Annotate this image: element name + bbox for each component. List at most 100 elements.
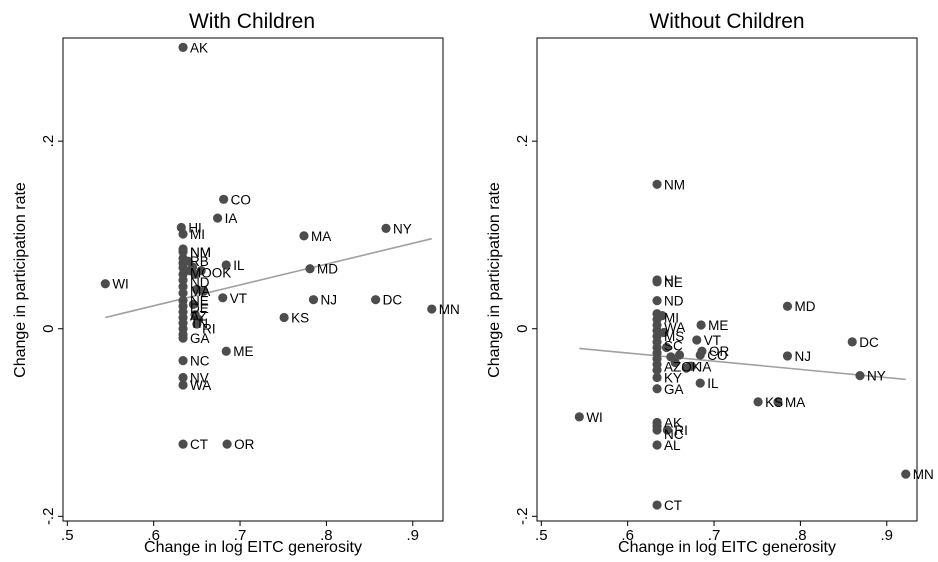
data-point: [178, 356, 188, 366]
data-point: [652, 277, 662, 287]
point-label: HI: [188, 220, 202, 235]
point-label: NY: [867, 369, 886, 384]
data-point: [695, 350, 705, 360]
point-label: TN: [190, 316, 208, 331]
x-tick-label: .7: [708, 527, 721, 544]
point-label: OR: [709, 344, 730, 359]
data-point: [178, 288, 188, 298]
point-label: DE: [190, 301, 209, 316]
data-point: [692, 335, 702, 345]
point-label: WI: [112, 277, 128, 292]
data-point: [212, 213, 223, 223]
point-label: NM: [664, 177, 685, 192]
point-label: NV: [190, 371, 209, 386]
point-label: NJ: [794, 349, 811, 364]
point-label: CO: [707, 348, 727, 363]
y-tick-label: .2: [40, 135, 57, 148]
point-label: KS: [765, 395, 783, 410]
data-point: [659, 327, 669, 338]
x-tick-label: .9: [407, 527, 420, 544]
point-label: NY: [393, 221, 412, 236]
point-label: WI: [586, 410, 603, 425]
point-label: VT: [230, 291, 247, 306]
point-label: WA: [190, 378, 211, 393]
y-axis-label: Change in participation rate: [12, 182, 29, 378]
data-point: [753, 397, 763, 407]
point-label: VT: [704, 333, 721, 348]
data-point: [652, 296, 662, 306]
panel-with-children: With Children Change in participation ra…: [12, 10, 460, 556]
y-tick-label: .2: [514, 135, 531, 148]
point-label: ND: [190, 275, 210, 290]
y-tick-label: -.2: [514, 508, 531, 526]
point-label: MI: [190, 227, 205, 242]
point-label: AZ: [190, 309, 207, 324]
data-point: [657, 311, 667, 321]
point-label: IA: [225, 211, 238, 226]
data-point: [221, 346, 231, 356]
data-point: [674, 350, 685, 360]
point-label: DC: [859, 335, 879, 350]
point-label: ND: [664, 294, 684, 309]
data-point: [178, 244, 188, 254]
fit-line: [579, 347, 906, 381]
data-point: [178, 281, 188, 292]
point-label: MD: [317, 262, 338, 277]
x-axis-label: Change in log EITC generosity: [618, 539, 836, 556]
panel-without-children: Without Children Change in participation…: [486, 10, 934, 556]
point-label: KS: [291, 310, 309, 325]
point-label: SC: [664, 339, 683, 354]
data-point: [219, 194, 229, 204]
x-tick-label: .8: [320, 527, 333, 544]
axis-ticks: .5 .6 .7 .8 .9 -.2 0 .2: [514, 135, 893, 544]
plot-frame: [62, 37, 444, 522]
data-point: [222, 439, 232, 449]
data-point: [662, 425, 673, 435]
data-point: [178, 275, 188, 285]
data-point: [199, 286, 209, 296]
data-point: [773, 397, 783, 407]
data-point: [901, 469, 911, 479]
point-label: AK: [664, 416, 682, 431]
y-axis-label: Change in participation rate: [486, 182, 503, 378]
point-label: RI: [674, 423, 688, 438]
data-point: [221, 260, 231, 270]
point-label: MD: [794, 299, 815, 314]
data-point: [652, 384, 662, 394]
point-label: WA: [664, 320, 685, 335]
data-point: [686, 361, 697, 371]
point-label: NJ: [320, 293, 337, 308]
data-point: [855, 371, 865, 381]
point-label: NE: [664, 275, 683, 290]
data-point: [652, 179, 662, 189]
point-label: ME: [233, 344, 253, 359]
point-label: MA: [311, 229, 331, 244]
point-label: MN: [913, 467, 934, 482]
plot-frame: [536, 37, 918, 522]
data-point: [279, 312, 289, 323]
point-label: IA: [699, 359, 712, 374]
point-label: IL: [233, 258, 245, 273]
data-point: [305, 264, 315, 274]
point-label: AK: [190, 40, 208, 55]
point-label: MS: [664, 329, 684, 344]
x-axis-label: Change in log EITC generosity: [144, 539, 362, 556]
data-point: [696, 320, 706, 330]
point-label: NM: [190, 245, 211, 260]
fit-line: [105, 237, 432, 319]
y-tick-label: -.2: [40, 508, 57, 526]
data-point: [381, 223, 391, 233]
x-tick-label: .8: [794, 527, 807, 544]
data-point: [652, 365, 662, 375]
point-label: MI: [664, 310, 679, 325]
data-point: [652, 425, 662, 435]
point-label: OR: [234, 437, 255, 452]
data-point: [427, 304, 437, 314]
data-point: [652, 500, 662, 510]
data-points: [574, 179, 911, 510]
y-tick-label: 0: [40, 325, 57, 333]
point-label: CO: [231, 192, 251, 207]
point-label: MA: [190, 284, 210, 299]
